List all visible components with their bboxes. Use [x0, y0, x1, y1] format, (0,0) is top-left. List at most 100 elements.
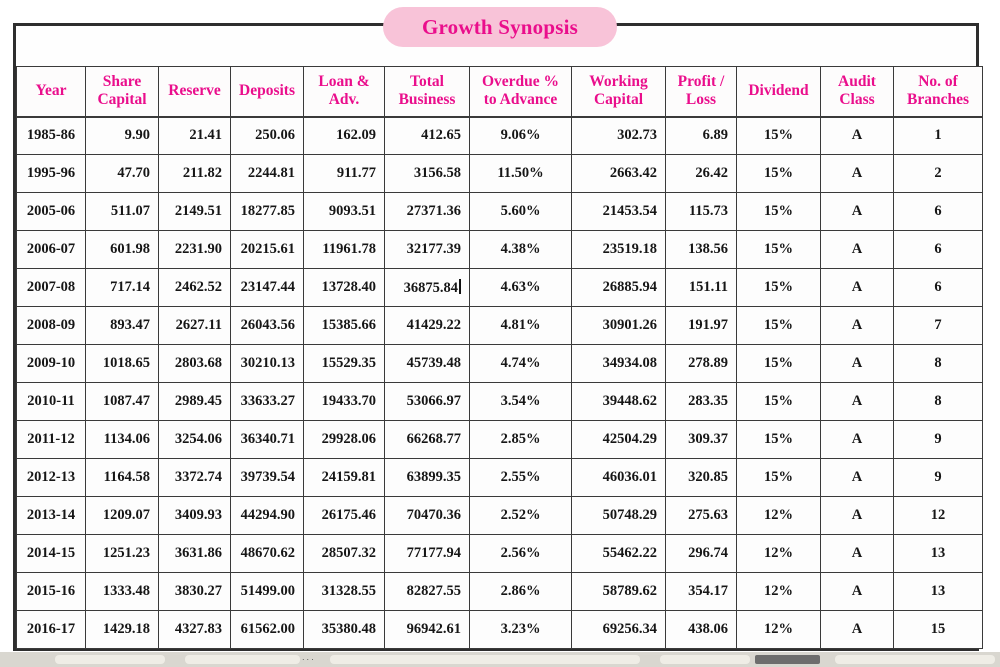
cell-2006-07-col6: 4.38%: [469, 230, 572, 269]
cell-2010-11-col11: 8: [893, 382, 983, 421]
cell-1995-96-col4: 911.77: [303, 154, 385, 193]
cell-2015-16-col6: 2.86%: [469, 572, 572, 611]
cell-2014-15-col8: 296.74: [665, 534, 737, 573]
cell-2005-06-col11: 6: [893, 192, 983, 231]
strip-fragment: [55, 655, 165, 664]
cell-2012-13-col2: 3372.74: [158, 458, 231, 497]
cell-2013-14-col2: 3409.93: [158, 496, 231, 535]
column-header-overdue: Overdue % to Advance: [469, 66, 572, 118]
cell-2011-12-col1: 1134.06: [85, 420, 159, 459]
cell-2009-10-col9: 15%: [736, 344, 821, 383]
cell-2010-11-col0: 2010-11: [16, 382, 86, 421]
table-row-2016-17: 2016-17 1429.18 4327.83 61562.00 35380.48 969…: [16, 610, 983, 649]
cell-2010-11-col5: 53066.97: [384, 382, 470, 421]
cell-2011-12-col11: 9: [893, 420, 983, 459]
cell-2013-14-col9: 12%: [736, 496, 821, 535]
table-row-2007-08: 2007-08 717.14 2462.52 23147.44 13728.40 3687…: [16, 268, 983, 307]
cell-2013-14-col6: 2.52%: [469, 496, 572, 535]
cell-2012-13-col7: 46036.01: [571, 458, 666, 497]
cell-2006-07-col8: 138.56: [665, 230, 737, 269]
table-row-2013-14: 2013-14 1209.07 3409.93 44294.90 26175.46 704…: [16, 496, 983, 535]
cell-1985-86-col3: 250.06: [230, 116, 304, 155]
cell-2007-08-col6: 4.63%: [469, 268, 572, 307]
title-pill: Growth Synopsis: [383, 7, 617, 47]
cell-2014-15-col6: 2.56%: [469, 534, 572, 573]
strip-fragment: [835, 655, 995, 664]
cell-2012-13-col3: 39739.54: [230, 458, 304, 497]
column-header-no-of: No. of Branches: [893, 66, 983, 118]
cell-2015-16-col4: 31328.55: [303, 572, 385, 611]
cell-1995-96-col6: 11.50%: [469, 154, 572, 193]
column-header-reserve: Reserve: [158, 66, 231, 118]
cell-2011-12-col3: 36340.71: [230, 420, 304, 459]
cell-2005-06-col8: 115.73: [665, 192, 737, 231]
cell-2007-08-col9: 15%: [736, 268, 821, 307]
cell-2015-16-col1: 1333.48: [85, 572, 159, 611]
cell-2011-12-col0: 2011-12: [16, 420, 86, 459]
column-header-deposits: Deposits: [230, 66, 304, 118]
cell-2015-16-col8: 354.17: [665, 572, 737, 611]
cell-2008-09-col1: 893.47: [85, 306, 159, 345]
cell-2013-14-col0: 2013-14: [16, 496, 86, 535]
table-header-row: Year Share Capital Reserve Deposits Loan & A…: [16, 66, 983, 118]
cell-2015-16-col0: 2015-16: [16, 572, 86, 611]
cell-2016-17-col2: 4327.83: [158, 610, 231, 649]
table-row-1985-86: 1985-86 9.90 21.41 250.06 162.09 412.65 9.06% 3…: [16, 116, 983, 155]
cell-2011-12-col6: 2.85%: [469, 420, 572, 459]
column-header-profit: Profit / Loss: [665, 66, 737, 118]
cell-2010-11-col8: 283.35: [665, 382, 737, 421]
cell-2006-07-col2: 2231.90: [158, 230, 231, 269]
table-row-2005-06: 2005-06 511.07 2149.51 18277.85 9093.51 27371…: [16, 192, 983, 231]
cell-2005-06-col2: 2149.51: [158, 192, 231, 231]
cell-2006-07-col10: A: [820, 230, 894, 269]
cell-2013-14-col10: A: [820, 496, 894, 535]
cell-2014-15-col0: 2014-15: [16, 534, 86, 573]
cell-2012-13-col6: 2.55%: [469, 458, 572, 497]
cell-2013-14-col3: 44294.90: [230, 496, 304, 535]
cell-2016-17-col7: 69256.34: [571, 610, 666, 649]
column-header-dividend: Dividend: [736, 66, 821, 118]
cell-2009-10-col11: 8: [893, 344, 983, 383]
cell-2007-08-col3: 23147.44: [230, 268, 304, 307]
cell-2005-06-col1: 511.07: [85, 192, 159, 231]
cell-2016-17-col5: 96942.61: [384, 610, 470, 649]
cell-1995-96-col0: 1995-96: [16, 154, 86, 193]
cell-2009-10-col2: 2803.68: [158, 344, 231, 383]
cell-1985-86-col7: 302.73: [571, 116, 666, 155]
cell-2010-11-col10: A: [820, 382, 894, 421]
column-header-working: Working Capital: [571, 66, 666, 118]
text-caret: [459, 278, 461, 294]
cell-2009-10-col8: 278.89: [665, 344, 737, 383]
cell-1985-86-col1: 9.90: [85, 116, 159, 155]
cell-2015-16-col2: 3830.27: [158, 572, 231, 611]
cell-2008-09-col10: A: [820, 306, 894, 345]
cell-2014-15-col9: 12%: [736, 534, 821, 573]
cell-1995-96-col7: 2663.42: [571, 154, 666, 193]
column-header-year: Year: [16, 66, 86, 118]
cell-2005-06-col4: 9093.51: [303, 192, 385, 231]
cell-2007-08-col7: 26885.94: [571, 268, 666, 307]
cell-2011-12-col4: 29928.06: [303, 420, 385, 459]
cell-2011-12-col2: 3254.06: [158, 420, 231, 459]
cell-2016-17-col3: 61562.00: [230, 610, 304, 649]
cell-2011-12-col10: A: [820, 420, 894, 459]
cell-2010-11-col4: 19433.70: [303, 382, 385, 421]
cell-2007-08-col4: 13728.40: [303, 268, 385, 307]
cell-1995-96-col10: A: [820, 154, 894, 193]
cell-1995-96-col3: 2244.81: [230, 154, 304, 193]
table-row-2012-13: 2012-13 1164.58 3372.74 39739.54 24159.81 638…: [16, 458, 983, 497]
table-row-2011-12: 2011-12 1134.06 3254.06 36340.71 29928.06 662…: [16, 420, 983, 459]
cell-1995-96-col1: 47.70: [85, 154, 159, 193]
cell-1985-86-col6: 9.06%: [469, 116, 572, 155]
page-title: Growth Synopsis: [421, 14, 579, 39]
cell-2015-16-col3: 51499.00: [230, 572, 304, 611]
cell-2014-15-col7: 55462.22: [571, 534, 666, 573]
cell-2010-11-col9: 15%: [736, 382, 821, 421]
strip-fragment: [330, 655, 640, 664]
cell-2005-06-col9: 15%: [736, 192, 821, 231]
cell-2006-07-col11: 6: [893, 230, 983, 269]
cell-2013-14-col4: 26175.46: [303, 496, 385, 535]
column-header-total: Total Business: [384, 66, 470, 118]
cell-2008-09-col7: 30901.26: [571, 306, 666, 345]
cell-2013-14-col5: 70470.36: [384, 496, 470, 535]
